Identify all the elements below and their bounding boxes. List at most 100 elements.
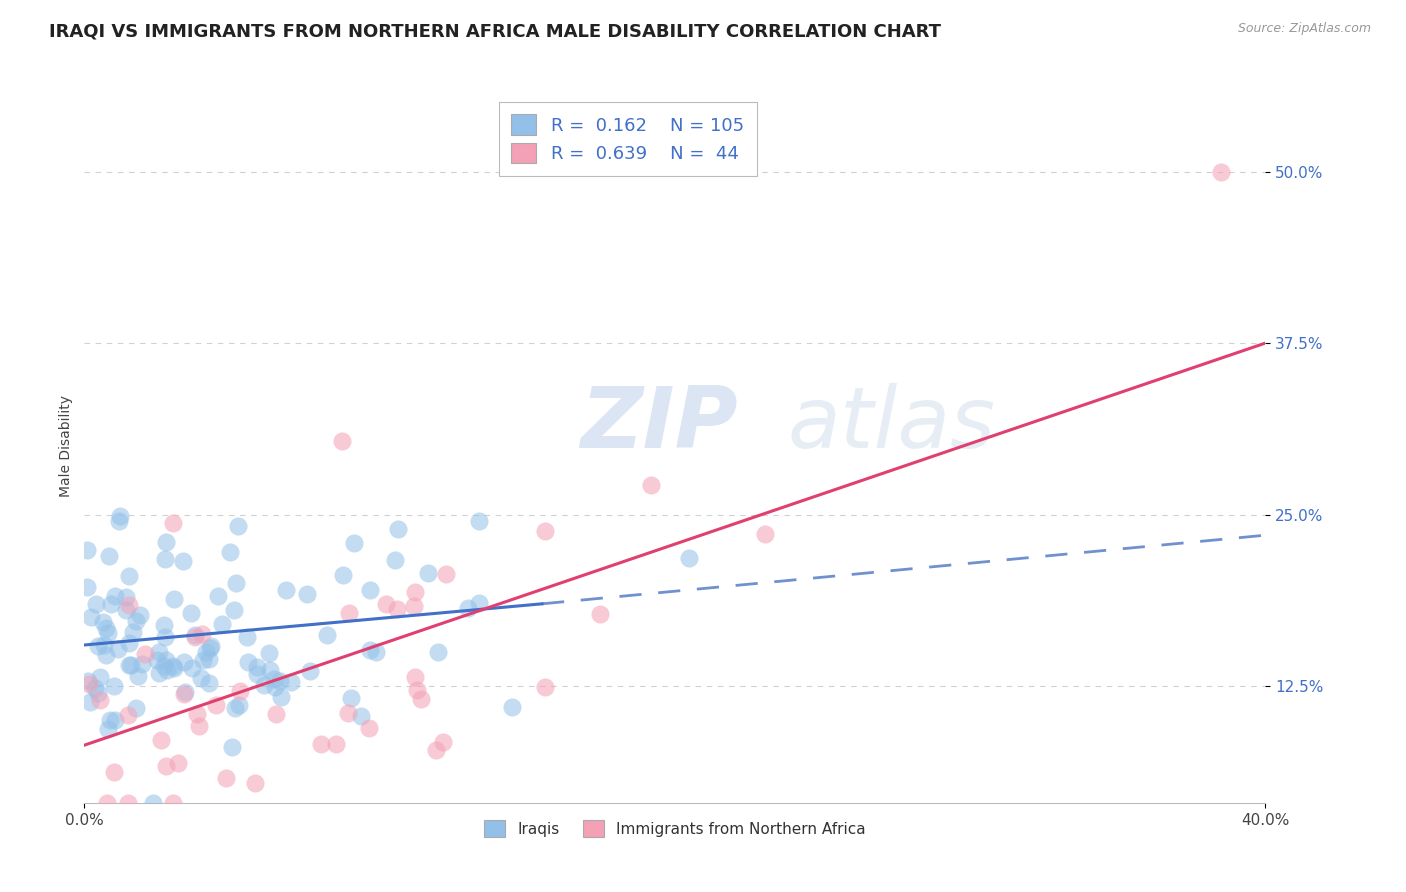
Point — [148, 665, 170, 680]
Point — [107, 514, 129, 528]
Point — [350, 709, 373, 723]
Point — [108, 508, 131, 523]
Point — [534, 680, 557, 694]
Point — [214, 772, 236, 786]
Point — [87, 686, 110, 700]
Point — [325, 737, 347, 751]
Point — [84, 597, 107, 611]
Text: IRAQI VS IMMIGRANTS FROM NORTHERN AFRICA MALE DISABILITY CORRELATION CHART: IRAQI VS IMMIGRANTS FROM NORTHERN AFRICA… — [49, 22, 941, 40]
Point — [434, 567, 457, 582]
Point — [162, 796, 184, 810]
Point — [222, 603, 245, 617]
Point — [405, 683, 427, 698]
Point — [432, 735, 454, 749]
Point — [190, 671, 212, 685]
Point — [339, 691, 361, 706]
Point — [142, 796, 165, 810]
Point — [384, 553, 406, 567]
Point — [337, 706, 360, 721]
Point — [343, 536, 366, 550]
Point — [162, 516, 184, 530]
Point — [501, 700, 523, 714]
Point — [404, 670, 426, 684]
Point — [257, 647, 280, 661]
Y-axis label: Male Disability: Male Disability — [59, 395, 73, 497]
Point — [246, 660, 269, 674]
Point — [678, 550, 700, 565]
Point — [118, 569, 141, 583]
Point — [150, 732, 173, 747]
Point — [197, 676, 219, 690]
Text: ZIP: ZIP — [581, 383, 738, 467]
Point — [79, 610, 101, 624]
Point — [236, 655, 259, 669]
Point — [117, 708, 139, 723]
Point — [184, 628, 207, 642]
Point — [153, 630, 176, 644]
Point — [100, 597, 122, 611]
Point — [152, 618, 174, 632]
Point — [118, 636, 141, 650]
Point — [180, 606, 202, 620]
Point — [274, 582, 297, 597]
Point — [97, 549, 120, 564]
Point — [211, 617, 233, 632]
Point — [77, 677, 100, 691]
Point — [134, 647, 156, 661]
Point — [640, 478, 662, 492]
Point — [198, 640, 221, 655]
Point — [76, 580, 98, 594]
Point — [153, 552, 176, 566]
Point — [191, 653, 214, 667]
Point — [94, 622, 117, 636]
Point — [534, 524, 557, 539]
Point — [297, 587, 319, 601]
Point — [409, 692, 432, 706]
Point — [198, 652, 221, 666]
Point — [163, 592, 186, 607]
Point — [115, 603, 138, 617]
Point — [174, 684, 197, 698]
Point — [162, 659, 184, 673]
Point — [253, 677, 276, 691]
Point — [96, 648, 118, 663]
Point — [84, 681, 107, 696]
Point — [173, 687, 195, 701]
Point — [246, 667, 269, 681]
Point — [107, 641, 129, 656]
Point — [166, 756, 188, 770]
Point — [120, 658, 142, 673]
Point — [243, 776, 266, 790]
Point — [589, 607, 612, 621]
Point — [146, 653, 169, 667]
Point — [127, 668, 149, 682]
Point — [131, 657, 153, 671]
Point — [332, 567, 354, 582]
Point — [103, 589, 125, 603]
Point — [156, 664, 179, 678]
Point — [91, 615, 114, 629]
Point — [124, 701, 146, 715]
Point — [104, 713, 127, 727]
Point — [194, 645, 217, 659]
Point — [375, 597, 398, 611]
Point — [229, 684, 252, 698]
Point — [385, 602, 408, 616]
Point — [96, 796, 118, 810]
Point — [97, 625, 120, 640]
Point — [155, 653, 177, 667]
Point — [173, 655, 195, 669]
Point — [270, 690, 292, 705]
Point — [180, 661, 202, 675]
Point — [129, 607, 152, 622]
Point — [224, 700, 246, 714]
Point — [299, 664, 322, 678]
Point — [205, 698, 228, 713]
Point — [183, 630, 205, 644]
Point — [118, 658, 141, 673]
Point — [118, 598, 141, 612]
Point — [457, 600, 479, 615]
Point — [200, 639, 222, 653]
Point — [404, 599, 426, 613]
Point — [357, 721, 380, 735]
